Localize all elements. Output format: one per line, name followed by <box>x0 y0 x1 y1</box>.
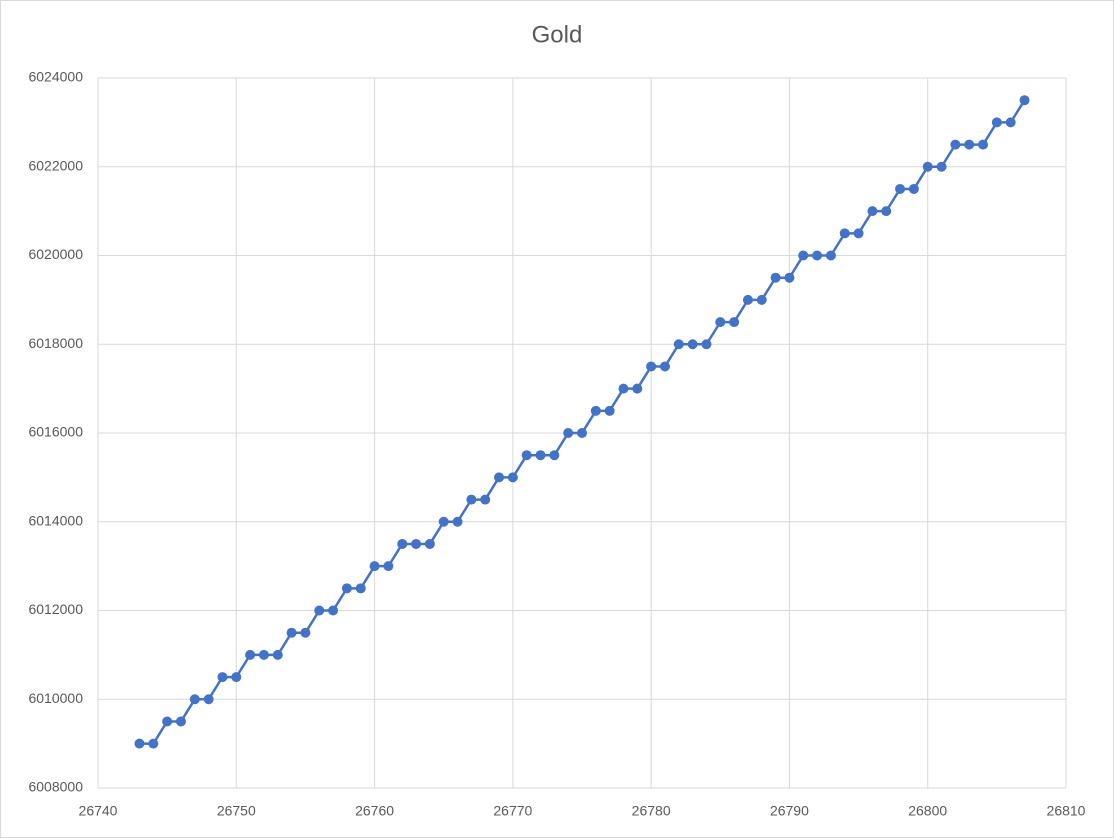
x-tick-label: 26790 <box>770 803 809 819</box>
data-point <box>604 405 615 416</box>
data-point <box>535 450 546 461</box>
data-point <box>895 183 906 194</box>
x-tick-label: 26770 <box>493 803 532 819</box>
x-tick-label: 26740 <box>79 803 118 819</box>
data-point <box>245 649 256 660</box>
data-point <box>618 383 629 394</box>
data-point <box>355 583 366 594</box>
data-point <box>563 428 574 438</box>
data-point <box>756 294 767 305</box>
y-tick-label: 6012000 <box>28 601 83 617</box>
data-point <box>839 228 850 239</box>
data-point <box>424 538 435 549</box>
data-point <box>881 206 892 217</box>
data-point <box>964 139 975 150</box>
data-point <box>494 472 505 483</box>
data-point <box>1019 95 1030 106</box>
y-tick-label: 6018000 <box>28 335 83 351</box>
data-point <box>659 361 670 372</box>
data-point <box>507 472 518 483</box>
data-point <box>742 294 753 305</box>
y-tick-label: 6016000 <box>28 424 83 440</box>
data-point <box>1005 117 1016 128</box>
data-point <box>549 450 560 461</box>
data-point <box>701 339 712 350</box>
data-point <box>300 627 311 638</box>
data-point <box>148 738 159 749</box>
data-point <box>231 672 242 683</box>
data-point <box>134 738 145 749</box>
y-tick-label: 6008000 <box>28 779 83 795</box>
data-point <box>770 272 781 283</box>
data-point <box>922 161 933 172</box>
y-tick-label: 6014000 <box>28 512 83 528</box>
data-point <box>950 139 961 150</box>
data-point <box>438 516 449 527</box>
data-point <box>466 494 477 505</box>
data-point <box>217 672 228 683</box>
data-point <box>203 694 214 705</box>
data-point <box>908 183 919 194</box>
y-tick-label: 6010000 <box>28 690 83 706</box>
data-point <box>258 649 269 660</box>
data-point <box>162 716 173 727</box>
data-point <box>715 317 726 328</box>
data-point <box>936 161 947 172</box>
data-point <box>812 250 823 261</box>
data-point <box>577 428 587 438</box>
x-tick-label: 26780 <box>632 803 671 819</box>
data-point <box>632 383 643 394</box>
data-point <box>853 228 864 239</box>
data-point <box>175 716 186 727</box>
data-point <box>784 272 795 283</box>
data-point <box>825 250 836 261</box>
data-point <box>452 516 463 527</box>
y-tick-label: 6024000 <box>28 69 83 85</box>
data-point <box>687 339 698 350</box>
data-point <box>590 405 601 416</box>
data-point <box>341 583 352 594</box>
data-point <box>646 361 657 372</box>
data-point <box>867 206 878 217</box>
data-point <box>314 605 325 616</box>
data-point <box>978 139 989 150</box>
data-point <box>991 117 1002 128</box>
y-tick-label: 6022000 <box>28 157 83 173</box>
data-point <box>480 494 491 505</box>
data-point <box>189 694 200 705</box>
data-point <box>383 561 394 572</box>
x-tick-label: 26800 <box>908 803 947 819</box>
data-point <box>397 538 408 549</box>
data-point <box>798 250 809 261</box>
data-point <box>673 339 684 350</box>
chart-title: Gold <box>532 21 583 48</box>
data-point <box>328 605 339 616</box>
data-point <box>286 627 297 638</box>
x-tick-label: 26760 <box>355 803 394 819</box>
data-point <box>729 317 740 328</box>
data-point <box>369 561 380 572</box>
data-point <box>411 538 422 549</box>
x-tick-label: 26810 <box>1047 803 1086 819</box>
data-point <box>521 450 532 461</box>
y-tick-label: 6020000 <box>28 246 83 262</box>
x-tick-label: 26750 <box>217 803 256 819</box>
data-point <box>272 649 283 660</box>
